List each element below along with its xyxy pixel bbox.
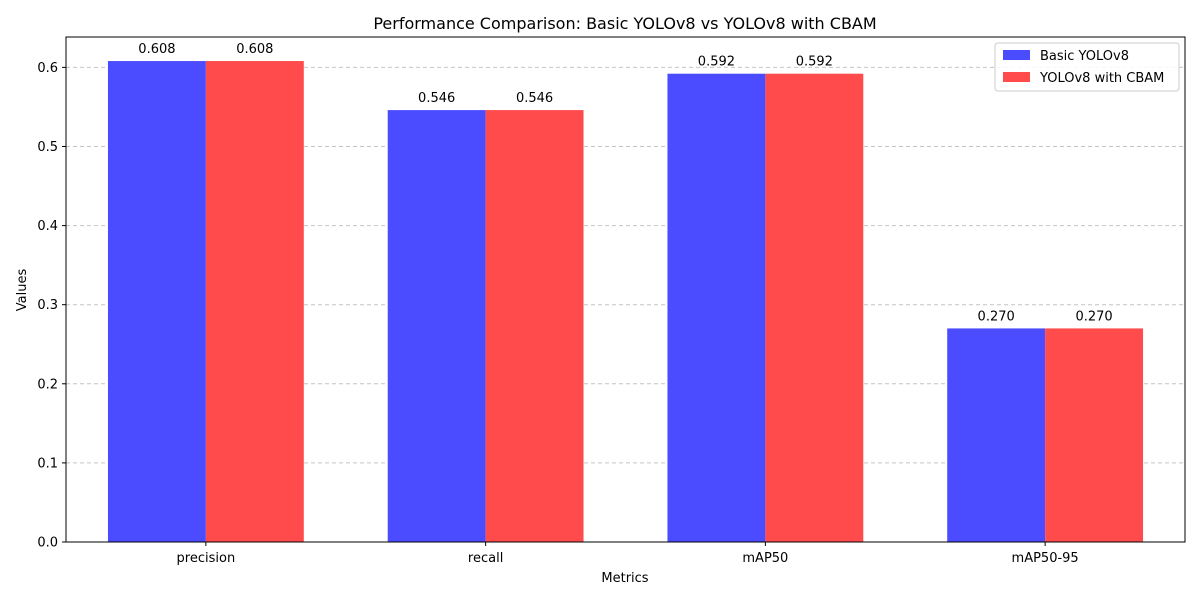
value-label-basic-yolov8-map50: 0.592	[698, 55, 735, 70]
x-axis: precision recall mAP50 mAP50-95	[177, 542, 1079, 566]
legend-box	[994, 42, 1180, 92]
x-tick-label-recall: recall	[468, 551, 503, 566]
y-tick-label: 0.6	[37, 61, 58, 76]
value-label-yolov8-with-cbam-map50: 0.592	[796, 55, 833, 70]
value-label-basic-yolov8-precision: 0.608	[138, 42, 175, 57]
bar-basic-yolov8-map50-95	[947, 328, 1046, 542]
bar-yolov8-with-cbam-recall	[485, 110, 584, 542]
bar-basic-yolov8-map50	[667, 73, 766, 543]
value-labels: 0.608 0.608 0.546 0.546 0.592 0.592 0.270 0.270	[138, 42, 1112, 324]
value-label-basic-yolov8-map50-95: 0.270	[978, 309, 1015, 324]
legend: Basic YOLOv8 YOLOv8 with CBAM	[994, 42, 1180, 92]
x-tick-label-map50: mAP50	[742, 551, 788, 566]
y-tick-label: 0.3	[37, 298, 58, 313]
y-tick-label: 0.5	[37, 140, 58, 155]
value-label-basic-yolov8-recall: 0.546	[418, 91, 455, 106]
value-label-yolov8-with-cbam-map50-95: 0.270	[1075, 309, 1112, 324]
y-tick-label: 0.0	[37, 536, 58, 551]
bar-yolov8-with-cbam-precision	[205, 61, 304, 543]
x-tick-label-map50-95: mAP50-95	[1012, 551, 1079, 566]
legend-swatch-basic-yolov8	[1003, 50, 1030, 60]
bar-basic-yolov8-precision	[107, 61, 206, 543]
bar-yolov8-with-cbam-map50	[765, 73, 864, 543]
y-tick-label: 0.1	[37, 456, 58, 471]
legend-label-basic-yolov8: Basic YOLOv8	[1040, 49, 1129, 64]
bar-basic-yolov8-recall	[387, 110, 486, 542]
bars	[107, 61, 1144, 543]
y-tick-label: 0.2	[37, 377, 58, 392]
value-label-yolov8-with-cbam-precision: 0.608	[236, 42, 273, 57]
plot-frame	[65, 36, 1186, 543]
x-tick-label-precision: precision	[177, 551, 236, 566]
bar-yolov8-with-cbam-map50-95	[1045, 328, 1144, 542]
chart-title: Performance Comparison: Basic YOLOv8 vs …	[373, 14, 876, 33]
legend-label-yolov8-with-cbam: YOLOv8 with CBAM	[1039, 71, 1164, 86]
x-axis-label: Metrics	[601, 571, 648, 586]
y-axis: 0.0 0.1 0.2 0.3 0.4 0.5 0.6	[37, 61, 66, 551]
legend-swatch-yolov8-with-cbam	[1003, 72, 1030, 82]
y-axis-label: Values	[15, 269, 30, 312]
y-tick-label: 0.4	[37, 219, 58, 234]
value-label-yolov8-with-cbam-recall: 0.546	[516, 91, 553, 106]
